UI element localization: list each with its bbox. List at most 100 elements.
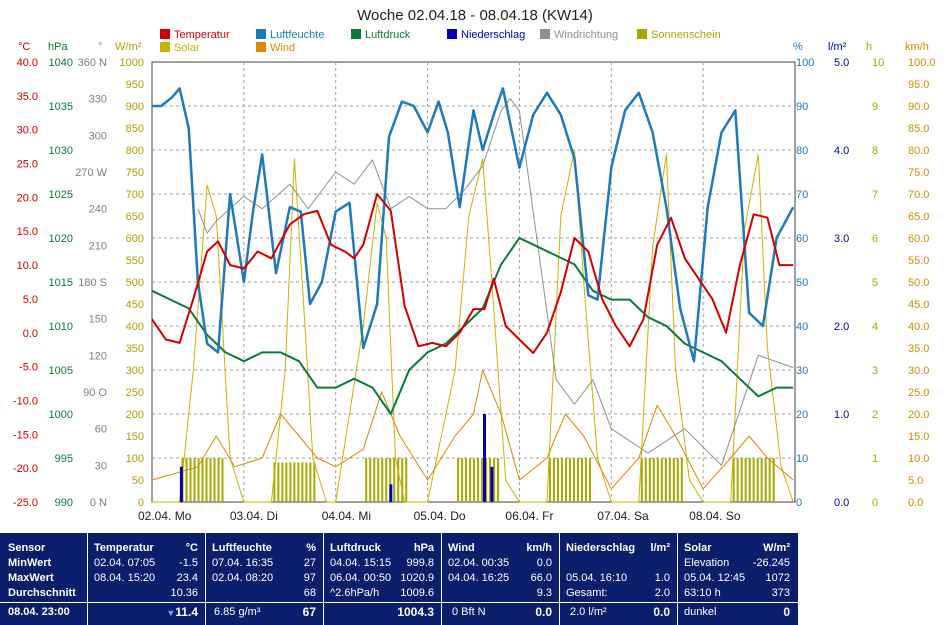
solar-axis-tick: 50	[132, 475, 144, 487]
luftfeuchte-avg: 68	[303, 587, 316, 599]
sunshine-axis-tick: 10	[872, 57, 884, 69]
niederschlag-max: 1.0	[654, 572, 670, 584]
sunshine-bar	[217, 458, 220, 502]
rain-axis-tick: 0.0	[834, 497, 849, 509]
temp-axis-tick: 35.0	[17, 91, 38, 103]
sunshine-bar	[672, 458, 675, 502]
solar-axis-tick: 950	[126, 79, 144, 91]
legend-swatch	[540, 29, 550, 39]
sunshine-bar	[461, 458, 464, 502]
luftdruck-current: 1004.3	[397, 605, 434, 619]
niederschlag-sum: 2.0 l/m²	[570, 606, 607, 618]
niederschlag-max-time: 05.04. 16:10	[566, 572, 628, 584]
wind-axis-tick: 85.0	[908, 123, 929, 135]
x-tick-label: 02.04. Mo	[138, 509, 192, 523]
direction-axis-tick: 270 W	[75, 167, 107, 179]
sunshine-axis-tick: 2	[872, 409, 878, 421]
series-line-luftfeuchte	[152, 87, 795, 363]
sunshine-bar	[213, 458, 216, 502]
legend-label: Windrichtung	[554, 29, 618, 41]
wind-axis-tick: 0.0	[908, 497, 923, 509]
wind-avg: 9.3	[536, 587, 552, 599]
sunshine-bar	[732, 458, 735, 502]
wind-axis-tick: 75.0	[908, 167, 929, 179]
solar-axis-tick: 600	[126, 233, 144, 245]
legend-label: Temperatur	[174, 29, 230, 41]
pressure-axis-tick: 1020	[49, 233, 73, 245]
sunshine-bar	[313, 462, 316, 502]
wind-current: 0.0	[535, 605, 552, 619]
luftdruck-min-time: 04.04. 15:15	[330, 557, 392, 569]
sunshine-bar	[465, 458, 468, 502]
sunshine-bar	[209, 458, 212, 502]
luftfeuchte-min-time: 07.04. 16:35	[212, 557, 274, 569]
pressure-axis-tick: 1035	[49, 101, 73, 113]
sunshine-bar	[285, 462, 288, 502]
sunshine-bar	[548, 458, 551, 502]
sunshine-bar	[568, 458, 571, 502]
x-tick-label: 04.04. Mi	[322, 509, 371, 523]
wind-axis-tick: 60.0	[908, 233, 929, 245]
sunshine-axis-tick: 6	[872, 233, 878, 245]
temperatur-header: Temperatur	[94, 542, 154, 554]
sunshine-bar	[584, 458, 587, 502]
direction-axis-unit: °	[98, 41, 102, 53]
sunshine-bar	[477, 458, 480, 502]
rain-bar	[179, 466, 183, 502]
row-separator	[0, 602, 798, 603]
sunshine-axis-tick: 3	[872, 365, 878, 377]
pressure-axis-tick: 1040	[49, 57, 73, 69]
rain-bar	[483, 414, 487, 502]
rain-axis-tick: 1.0	[834, 409, 849, 421]
rain-axis-tick: 2.0	[834, 321, 849, 333]
legend-swatch	[256, 29, 266, 39]
humidity-axis-tick: 70	[796, 189, 808, 201]
wind-axis-tick: 70.0	[908, 189, 929, 201]
wind-min-time: 02.04. 00:35	[448, 557, 510, 569]
solar-axis-tick: 400	[126, 321, 144, 333]
wind-beaufort: 0 Bft N	[452, 606, 486, 618]
sunshine-bar	[297, 462, 300, 502]
temp-axis-tick: -20.0	[13, 463, 38, 475]
luftfeuchte-header: Luftfeuchte	[212, 542, 272, 554]
sunshine-bar	[560, 458, 563, 502]
wind-axis-unit: km/h	[905, 41, 929, 53]
luftfeuchte-max: 97	[303, 572, 316, 584]
direction-axis-tick: 210	[89, 240, 107, 252]
solar-axis-tick: 300	[126, 365, 144, 377]
luftfeuchte-max-time: 02.04. 08:20	[212, 572, 274, 584]
legend-label: Wind	[270, 42, 295, 54]
wind-axis-tick: 55.0	[908, 255, 929, 267]
sunshine-bar	[744, 458, 747, 502]
sunshine-bar	[281, 462, 284, 502]
luftdruck-max-time: 06.04. 00:50	[330, 572, 392, 584]
chart-title: Woche 02.04.18 - 08.04.18 (KW14)	[357, 7, 593, 24]
luftfeuchte-absolute: 6.85 g/m³	[214, 606, 261, 618]
sensor-row-avg: Durchschnitt	[8, 587, 76, 599]
solar-axis-tick: 150	[126, 431, 144, 443]
sunshine-bar	[748, 458, 751, 502]
niederschlag-total: 2.0	[654, 587, 670, 599]
rain-bar	[490, 466, 494, 502]
luftfeuchte-unit: %	[306, 542, 316, 554]
wind-min: 0.0	[536, 557, 552, 569]
solar-axis-tick: 100	[126, 453, 144, 465]
solar-axis-tick: 350	[126, 343, 144, 355]
solar-axis-tick: 700	[126, 189, 144, 201]
sunshine-bar	[485, 458, 488, 502]
sunshine-bar	[381, 458, 384, 502]
humidity-axis-tick: 90	[796, 101, 808, 113]
pressure-axis-tick: 1030	[49, 145, 73, 157]
sunshine-bar	[652, 458, 655, 502]
direction-axis-tick: 330	[89, 94, 107, 106]
sunshine-bar	[189, 458, 192, 502]
temperatur-current-value: 11.4	[175, 605, 198, 619]
wind-axis-tick: 65.0	[908, 211, 929, 223]
wind-axis-tick: 45.0	[908, 299, 929, 311]
wind-axis-tick: 15.0	[908, 431, 929, 443]
sunshine-bar	[373, 458, 376, 502]
rain-axis-tick: 5.0	[834, 57, 849, 69]
legend-swatch	[637, 29, 647, 39]
temp-axis-tick: 15.0	[17, 226, 38, 238]
direction-axis-tick: 300	[89, 130, 107, 142]
